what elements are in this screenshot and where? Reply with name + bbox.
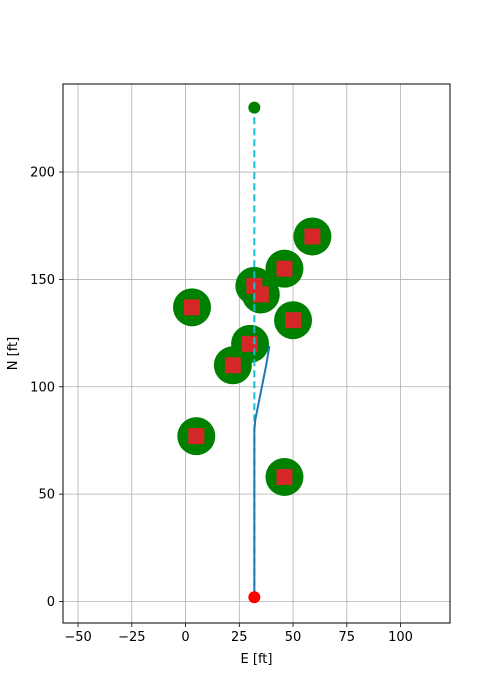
y-tick-label: 50 [38,488,55,503]
y-tick-label: 150 [30,273,55,288]
obstacle-square [285,312,302,329]
obstacle-square [242,335,259,352]
x-tick-label: 100 [388,630,413,645]
obstacles [173,217,332,496]
x-axis-label: E [ft] [241,652,273,667]
endpoints [248,101,261,604]
ticks: −50 −25 0 25 50 75 100 0 50 100 150 200 [30,166,413,645]
obstacle-square [188,428,205,445]
x-tick-label: 25 [231,630,248,645]
y-tick-label: 0 [47,595,55,610]
x-tick-label: 50 [285,630,302,645]
y-axis-label: N [ft] [6,337,21,370]
obstacle-square [224,357,241,374]
goal-point [248,101,261,114]
obstacle-square [276,260,293,277]
axes-frame [62,83,451,624]
x-tick-label: 75 [339,630,356,645]
y-tick-label: 200 [30,166,55,181]
start-point [248,591,261,604]
obstacle-square [184,299,200,316]
x-tick-label: −25 [118,630,145,645]
x-tick-label: 0 [181,630,189,645]
actual-path [253,345,271,598]
y-tick-label: 100 [30,380,55,395]
x-tick-label: −50 [64,630,91,645]
obstacle-square [304,228,321,245]
paths [253,107,271,598]
obstacle-square [276,468,293,485]
